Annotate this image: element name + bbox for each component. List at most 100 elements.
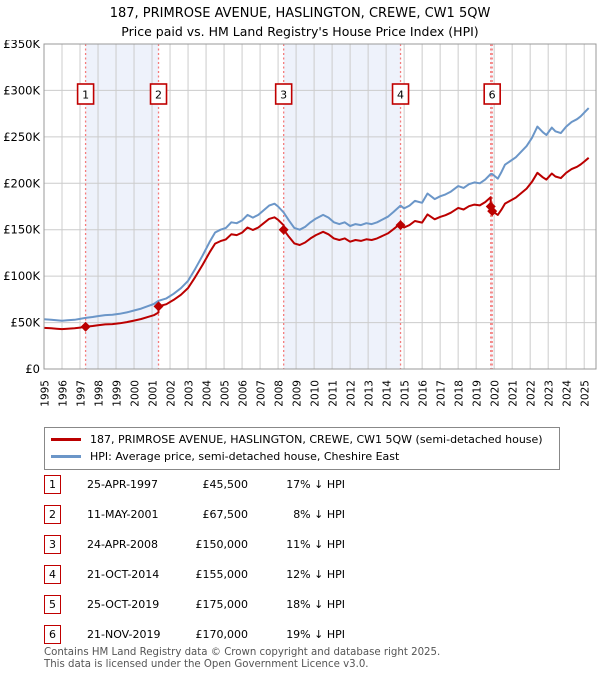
license-footer: Contains HM Land Registry data © Crown c…: [44, 647, 440, 670]
sale-row-number: 6: [44, 625, 61, 644]
x-axis-label: 2022: [526, 380, 538, 407]
sale-row-number: 4: [44, 565, 61, 584]
x-axis-label: 2005: [220, 380, 232, 407]
y-axis-label: £300K: [3, 83, 40, 97]
sale-vs-hpi: 11% ↓ HPI: [286, 538, 345, 551]
sale-number-label: 1: [82, 89, 89, 102]
sale-row-6: 6 21-NOV-2019 £170,000 19% ↓ HPI: [44, 625, 564, 655]
sale-row-3: 3 24-APR-2008 £150,000 11% ↓ HPI: [44, 535, 564, 565]
sale-number-label: 4: [397, 89, 404, 102]
x-axis-label: 2024: [562, 380, 574, 407]
x-axis-label: 2011: [328, 380, 340, 407]
x-axis-label: 2021: [508, 380, 520, 407]
x-axis-label: 2014: [382, 380, 394, 407]
sale-number-box: [391, 83, 410, 105]
property-line-swatch: [51, 438, 81, 441]
page-title: 187, PRIMROSE AVENUE, HASLINGTON, CREWE,…: [109, 6, 491, 21]
x-axis-label: 2025: [580, 380, 592, 407]
plot-border: [43, 43, 597, 370]
x-axis-label: 2002: [166, 380, 178, 407]
sale-price: £170,000: [195, 628, 249, 641]
sale-row-4: 4 21-OCT-2014 £155,000 12% ↓ HPI: [44, 565, 564, 595]
x-axis-label: 2008: [274, 380, 286, 407]
price-paid-line: [43, 157, 590, 331]
sale-vs-hpi: 18% ↓ HPI: [286, 598, 345, 611]
sale-date: 21-NOV-2019: [87, 628, 161, 641]
sale-date: 11-MAY-2001: [87, 508, 159, 521]
x-axis-label: 2013: [364, 380, 376, 407]
sale-point-diamond: [278, 224, 289, 235]
y-axis-label: £200K: [3, 176, 40, 190]
sale-row-1: 1 25-APR-1997 £45,500 17% ↓ HPI: [44, 475, 564, 505]
legend-property-label: 187, PRIMROSE AVENUE, HASLINGTON, CREWE,…: [90, 433, 543, 446]
sale-price: £67,500: [202, 508, 249, 521]
x-axis-label: 2016: [418, 380, 430, 407]
chart-legend: 187, PRIMROSE AVENUE, HASLINGTON, CREWE,…: [44, 427, 560, 470]
sale-price: £155,000: [195, 568, 249, 581]
sale-point-diamond: [395, 220, 406, 231]
footer-line1: Contains HM Land Registry data © Crown c…: [44, 647, 441, 658]
x-axis-label: 2009: [292, 380, 304, 407]
sale-number-box: [76, 83, 95, 105]
sale-vs-hpi: 8% ↓ HPI: [293, 508, 345, 521]
price-history-chart: £0 £50K £100K £150K £200K £250K £300K £350K 1995…: [3, 40, 597, 407]
sale-row-number: 5: [44, 595, 61, 614]
x-axis-label: 2015: [400, 380, 412, 407]
hpi-line: [43, 107, 590, 322]
sale-row-number: 2: [44, 505, 61, 524]
x-axis-label: 2004: [202, 380, 214, 407]
x-axis-label: 2020: [490, 380, 502, 407]
shaded-band: [85, 44, 159, 369]
sale-row-5: 5 25-OCT-2019 £175,000 18% ↓ HPI: [44, 595, 564, 625]
legend-row-property: 187, PRIMROSE AVENUE, HASLINGTON, CREWE,…: [51, 431, 553, 448]
sale-number-box: [149, 83, 168, 105]
x-axis-label: 2010: [310, 380, 322, 407]
sale-date: 25-APR-1997: [87, 478, 159, 491]
sale-row-2: 2 11-MAY-2001 £67,500 8% ↓ HPI: [44, 505, 564, 535]
x-axis-label: 2003: [184, 380, 196, 407]
sale-row-number: 3: [44, 535, 61, 554]
y-axis-label: £0: [25, 362, 40, 376]
sales-table: 1 25-APR-1997 £45,500 17% ↓ HPI 2 11-MAY-2001…: [44, 475, 564, 655]
y-axis-label: £350K: [3, 40, 40, 51]
sale-vs-hpi: 12% ↓ HPI: [286, 568, 345, 581]
x-axis-label: 2023: [544, 380, 556, 407]
sale-date: 21-OCT-2014: [87, 568, 160, 581]
sale-date: 24-APR-2008: [87, 538, 159, 551]
y-axis-label: £250K: [3, 130, 40, 144]
x-axis-label: 1999: [112, 380, 124, 407]
legend-hpi-label: HPI: Average price, semi-detached house,…: [90, 450, 400, 463]
x-axis-label: 2006: [238, 380, 250, 407]
sale-number-label: 3: [280, 89, 287, 102]
x-axis-label: 2007: [256, 380, 268, 407]
x-axis-label: 2000: [130, 380, 142, 407]
sale-vs-hpi: 19% ↓ HPI: [286, 628, 345, 641]
sale-price: £175,000: [195, 598, 249, 611]
y-axis-label: £150K: [3, 223, 40, 237]
sale-point-diamond: [80, 321, 91, 332]
x-axis-label: 1996: [58, 380, 70, 407]
sale-row-number: 1: [44, 475, 61, 494]
sale-date: 25-OCT-2019: [87, 598, 160, 611]
sale-point-diamond: [487, 206, 498, 217]
sale-price: £150,000: [195, 538, 249, 551]
y-axis-label: £100K: [3, 269, 40, 283]
sale-number-box: [483, 83, 501, 105]
hpi-line-swatch: [51, 455, 81, 458]
x-axis-label: 2018: [454, 380, 466, 407]
legend-row-hpi: HPI: Average price, semi-detached house,…: [51, 448, 553, 465]
sale-point-diamond: [153, 301, 164, 312]
sale-vs-hpi: 17% ↓ HPI: [286, 478, 345, 491]
sale-number-label: 6: [489, 89, 496, 102]
footer-line2: This data is licensed under the Open Gov…: [44, 658, 369, 670]
x-axis-label: 1995: [40, 380, 52, 407]
sale-number-label: 2: [155, 89, 162, 102]
x-axis-label: 2001: [148, 380, 160, 407]
page-subtitle: Price paid vs. HM Land Registry's House …: [121, 24, 479, 39]
x-axis-label: 2017: [436, 380, 448, 407]
y-axis-label: £50K: [11, 316, 41, 330]
x-axis-label: 1998: [94, 380, 106, 407]
sale-number-box: [274, 83, 293, 105]
x-axis-label: 1997: [76, 380, 88, 407]
